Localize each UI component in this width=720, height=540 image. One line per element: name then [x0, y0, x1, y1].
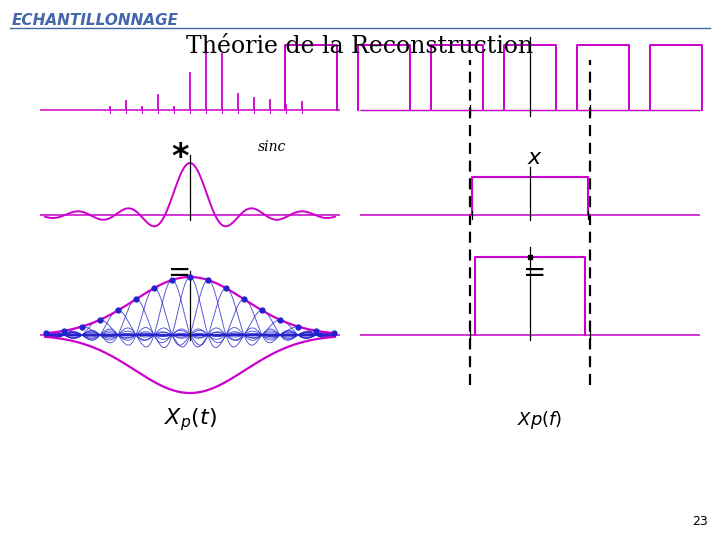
Text: 23: 23 — [692, 515, 708, 528]
Text: *: * — [171, 141, 189, 174]
Text: Théorie de la Reconstruction: Théorie de la Reconstruction — [186, 35, 534, 58]
Text: sinc: sinc — [258, 140, 287, 154]
Text: =: = — [523, 259, 546, 287]
Text: $X_p(t)$: $X_p(t)$ — [163, 407, 217, 434]
Text: $x$: $x$ — [527, 146, 543, 168]
Text: ECHANTILLONNAGE: ECHANTILLONNAGE — [12, 13, 179, 28]
Text: =: = — [168, 259, 192, 287]
Text: $\mathit{Xp(f)}$: $\mathit{Xp(f)}$ — [518, 409, 562, 431]
